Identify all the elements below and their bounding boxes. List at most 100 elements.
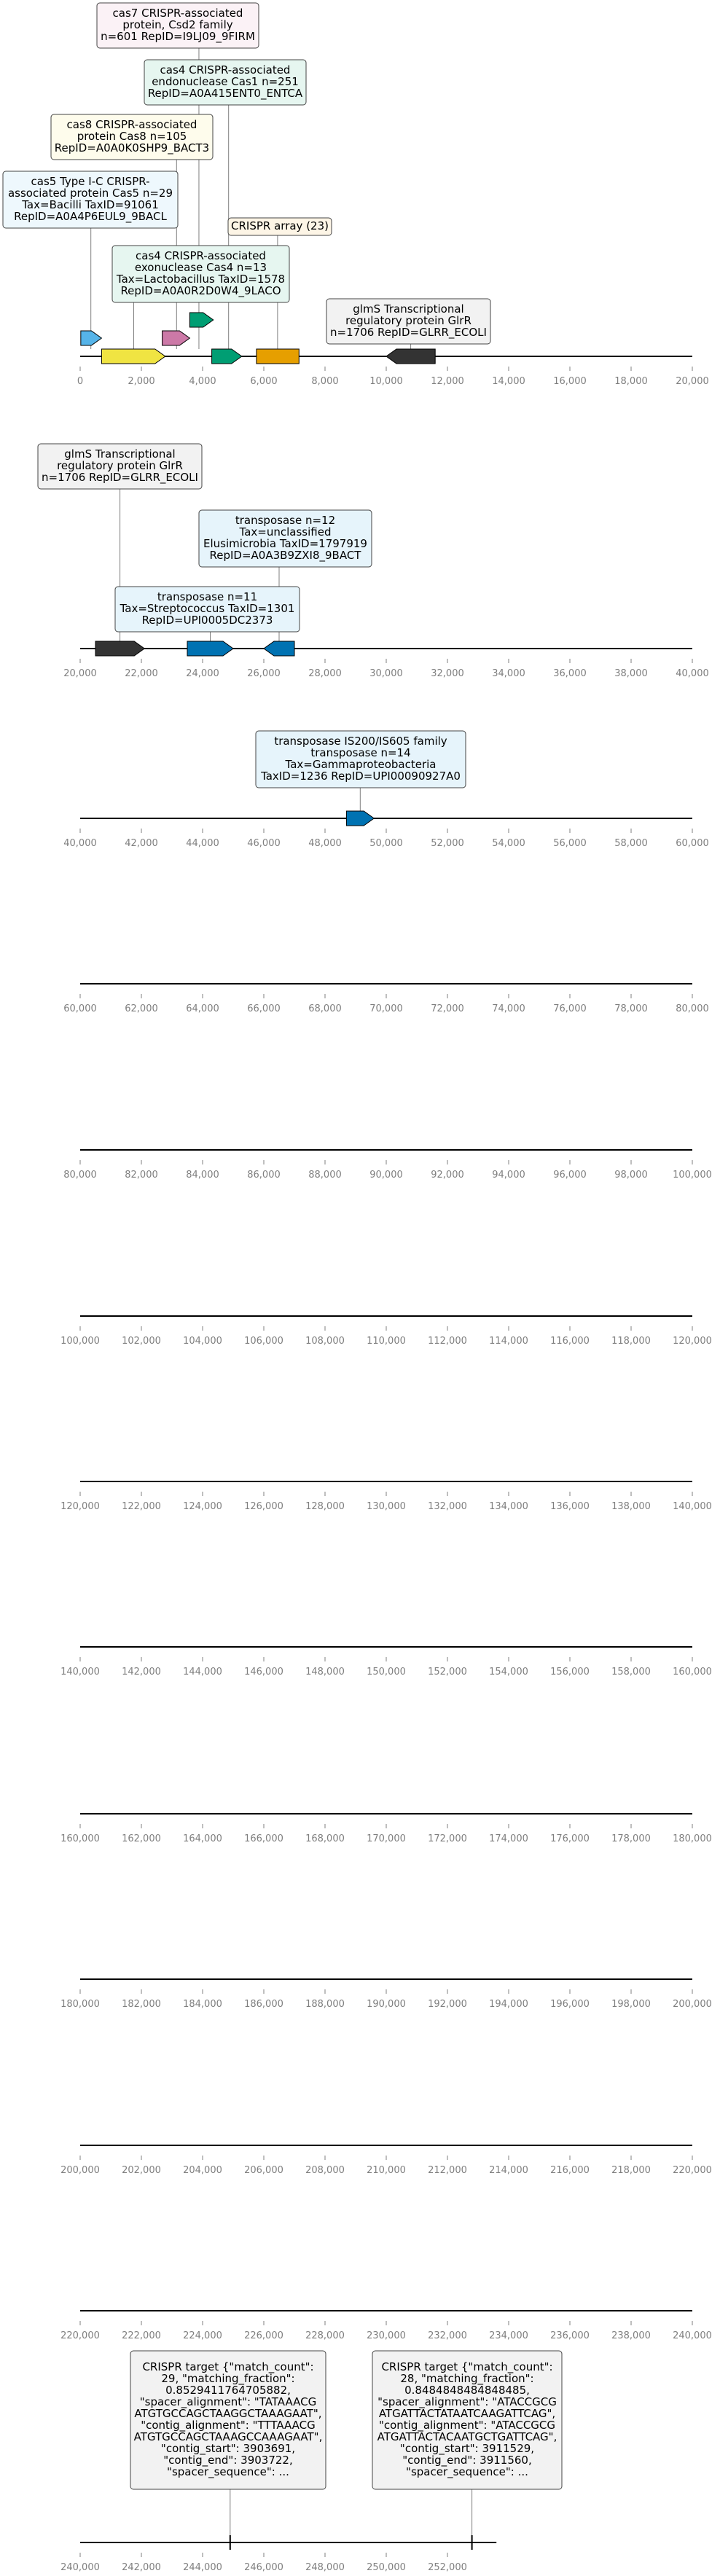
axis-tick-label: 236,000 <box>550 2330 590 2341</box>
gene-feature-tn2[interactable] <box>263 641 295 657</box>
annotation-box-frame <box>144 59 307 106</box>
axis-tick-label: 88,000 <box>308 1170 342 1181</box>
axis-tick-label: 188,000 <box>305 1999 345 2010</box>
axis-tick-label: 80,000 <box>63 1170 97 1181</box>
axis-tick-label: 76,000 <box>553 1003 587 1014</box>
axis-tick-label: 248,000 <box>305 2562 345 2573</box>
gene-feature-glmS[interactable] <box>386 348 436 364</box>
annotation-text-line: "contig_end": 3911560, <box>402 2454 531 2467</box>
axis-tick-label: 152,000 <box>428 1667 467 1677</box>
annotation-text-line: "contig_start": 3911529, <box>400 2442 534 2456</box>
axis-tick-label: 208,000 <box>305 2165 345 2176</box>
annotation-text-line: RepID=A0A415ENT0_ENTCA <box>148 87 303 101</box>
axis-tick-label: 124,000 <box>183 1501 222 1512</box>
axis-tick-label: 238,000 <box>611 2330 651 2341</box>
track-4: 60,000 62,000 64,000 66,000 68,000 70,000 72,0… <box>63 983 709 1014</box>
axis-tick-label: 136,000 <box>550 1501 590 1512</box>
track-6: 100,000 102,000 104,000 106,000 108,000 110,0… <box>60 1315 712 1347</box>
axis-tick-label: 126,000 <box>244 1501 283 1512</box>
annotation-text-line: cas4 CRISPR-associated <box>136 249 266 262</box>
axis-tick-label: 8,000 <box>311 376 338 387</box>
track-12: 220,000 222,000 224,000 226,000 228,000 230,0… <box>60 2310 712 2341</box>
gene-feature-tn1[interactable] <box>187 641 234 657</box>
annotation-text-line: ATGTGCCAGCTAAGGCTAAAGAAT", <box>134 2407 321 2420</box>
axis-tick-label: 118,000 <box>611 1336 651 1347</box>
axis-tick-label: 134,000 <box>489 1501 528 1512</box>
axis-tick-label: 150,000 <box>367 1667 406 1677</box>
annotation-text-line: cas4 CRISPR-associated <box>160 63 291 77</box>
axis-tick-label: 116,000 <box>550 1336 590 1347</box>
annotation-box[interactable]: CRISPR array (23) <box>227 217 332 236</box>
axis-tick-label: 48,000 <box>308 838 342 849</box>
axis-tick-label: 172,000 <box>428 1833 467 1844</box>
annotation-text-line: transposase n=12 <box>235 514 335 527</box>
gene-feature-cas7[interactable] <box>189 312 214 328</box>
track-5: 80,000 82,000 84,000 86,000 88,000 90,000 92,0… <box>63 1149 712 1181</box>
axis-tick-label: 242,000 <box>122 2562 161 2573</box>
axis-tick-label: 212,000 <box>428 2165 467 2176</box>
annotation-text-line: RepID=A0A3B9ZXI8_9BACT <box>210 549 362 563</box>
axis-tick-label: 60,000 <box>63 1003 97 1014</box>
axis-tick-label: 84,000 <box>186 1170 219 1181</box>
annotation-box[interactable]: transposase IS200/IS605 familytransposas… <box>255 730 466 788</box>
axis-tick-label: 132,000 <box>428 1501 467 1512</box>
axis-tick-label: 100,000 <box>673 1170 712 1181</box>
gene-feature-crispr[interactable] <box>256 348 300 364</box>
axis-tick-label: 148,000 <box>305 1667 345 1677</box>
axis-tick-label: 240,000 <box>60 2562 100 2573</box>
annotation-box-frame <box>2 171 179 229</box>
annotation-text-line: glmS Transcriptional <box>353 302 463 316</box>
annotation-text-line: Tax=Lactobacillus TaxID=1578 <box>116 273 285 286</box>
axis-tick-label: 114,000 <box>489 1336 528 1347</box>
axis-tick-label: 108,000 <box>305 1336 345 1347</box>
annotation-text-line: protein Cas8 n=105 <box>77 130 187 143</box>
axis-tick-label: 20,000 <box>63 668 97 679</box>
axis-tick-label: 52,000 <box>431 838 464 849</box>
axis-tick-label: 12,000 <box>431 376 464 387</box>
annotation-text-line: RepID=A0A4P6EUL9_9BACL <box>14 210 167 224</box>
axis-tick-label: 216,000 <box>550 2165 590 2176</box>
annotation-box-frame <box>130 2350 326 2490</box>
annotation-box-frame <box>326 298 491 345</box>
annotation-text-line: RepID=A0A0R2D0W4_9LACO <box>120 284 281 298</box>
annotation-text-line: transposase IS200/IS605 family <box>274 735 447 748</box>
axis-tick-label: 180,000 <box>60 1999 100 2010</box>
axis-tick-label: 104,000 <box>183 1336 222 1347</box>
axis-tick-label: 244,000 <box>183 2562 222 2573</box>
gene-feature-cas5[interactable] <box>80 330 103 346</box>
annotation-box[interactable]: CRISPR target {"match_count":28, "matchi… <box>372 2350 563 2490</box>
axis-tick-label: 168,000 <box>305 1833 345 1844</box>
annotation-text-line: ATGATTACTACAATGCTGATTCAG", <box>377 2430 557 2443</box>
axis-tick-label: 14,000 <box>492 376 525 387</box>
gene-feature-cas8[interactable] <box>162 330 191 346</box>
annotation-box-frame <box>255 730 466 788</box>
annotation-text-line: "spacer_sequence": ... <box>406 2465 528 2479</box>
gene-feature-tn3[interactable] <box>345 810 375 826</box>
gene-feature-glmS2[interactable] <box>95 641 146 657</box>
gene-feature-cas4[interactable] <box>211 348 243 364</box>
axis-tick-label: 182,000 <box>122 1999 161 2010</box>
axis-tick-label: 160,000 <box>673 1667 712 1677</box>
axis-tick-label: 54,000 <box>492 838 525 849</box>
annotation-text-line: endonuclease Cas1 n=251 <box>152 75 299 88</box>
annotation-text-line: 0.8529411764705882, <box>165 2384 291 2397</box>
axis-tick-label: 192,000 <box>428 1999 467 2010</box>
axis-tick-label: 70,000 <box>369 1003 403 1014</box>
axis-tick-label: 40,000 <box>676 668 709 679</box>
annotation-text-line: regulatory protein GlrR <box>57 459 183 472</box>
annotation-text-line: Tax=unclassified <box>239 525 332 539</box>
annotation-box[interactable]: cas5 Type I-C CRISPR-associated protein … <box>2 171 179 229</box>
annotation-box[interactable]: transposase n=12Tax=unclassifiedElusimic… <box>198 509 372 568</box>
annotation-box[interactable]: CRISPR target {"match_count":29, "matchi… <box>130 2350 326 2490</box>
axis-tick-label: 26,000 <box>247 668 281 679</box>
gene-feature-cas3[interactable] <box>101 348 166 364</box>
axis-tick-label: 194,000 <box>489 1999 528 2010</box>
